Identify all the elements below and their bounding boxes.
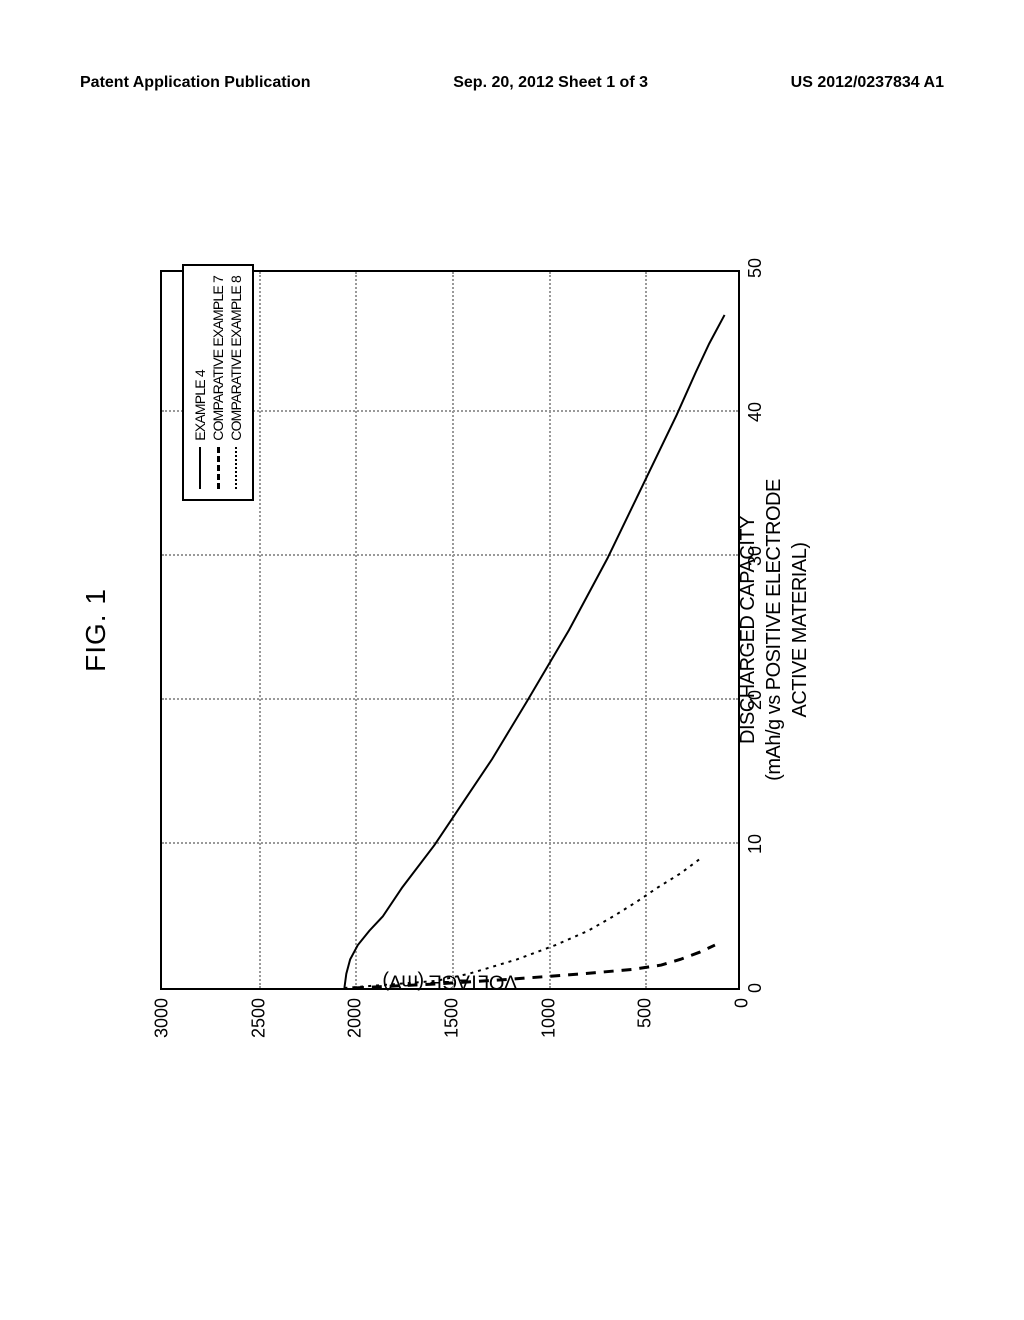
legend-swatch-dashed [212,447,224,489]
x-axis-label: DISCHARGED CAPACITY (mAh/g vs POSITIVE E… [735,451,813,809]
legend: EXAMPLE 4 COMPARATIVE EXAMPLE 7 COMPARAT… [182,264,254,501]
figure-container: FIG. 1 VOLTAGE (mV) DISCHARGED CAPACITY … [60,180,960,1080]
x-label-line2: (mAh/g vs POSITIVE ELECTRODE ACTIVE MATE… [763,479,811,781]
x-tick: 40 [745,402,766,422]
legend-swatch-solid [194,447,206,489]
legend-text-1: COMPARATIVE EXAMPLE 7 [210,276,226,441]
y-tick: 2500 [248,998,269,1058]
chart-area: VOLTAGE (mV) DISCHARGED CAPACITY (mAh/g … [160,270,740,990]
x-tick: 10 [745,834,766,854]
y-tick: 1500 [442,998,463,1058]
x-tick: 30 [745,546,766,566]
legend-item-1: COMPARATIVE EXAMPLE 7 [210,276,226,489]
header-center: Sep. 20, 2012 Sheet 1 of 3 [453,74,648,92]
rotated-figure: FIG. 1 VOLTAGE (mV) DISCHARGED CAPACITY … [120,170,900,1090]
y-tick: 3000 [152,998,173,1058]
x-tick: 20 [745,690,766,710]
y-tick: 1000 [538,998,559,1058]
x-tick: 0 [745,983,766,993]
page-header: Patent Application Publication Sep. 20, … [0,74,1024,92]
figure-label: FIG. 1 [80,588,112,672]
legend-item-2: COMPARATIVE EXAMPLE 8 [228,276,244,489]
header-left: Patent Application Publication [80,74,311,92]
series-line [354,945,715,988]
legend-swatch-dotted [230,447,242,489]
legend-item-0: EXAMPLE 4 [192,276,208,489]
x-tick: 50 [745,258,766,278]
legend-text-2: COMPARATIVE EXAMPLE 8 [228,276,244,441]
series-line [344,315,724,988]
legend-text-0: EXAMPLE 4 [192,370,208,441]
y-tick: 500 [635,998,656,1058]
y-tick: 0 [732,998,753,1058]
header-right: US 2012/0237834 A1 [791,74,944,92]
y-tick: 2000 [345,998,366,1058]
